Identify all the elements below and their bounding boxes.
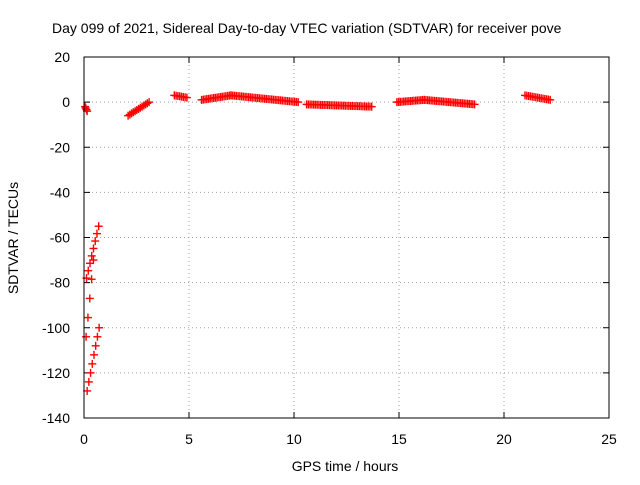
data-point bbox=[294, 98, 303, 107]
y-tick-label: 20 bbox=[54, 49, 70, 65]
data-point bbox=[87, 251, 96, 260]
data-point bbox=[145, 98, 154, 107]
y-tick-label: -40 bbox=[50, 184, 70, 200]
data-point bbox=[143, 99, 152, 108]
plot-frame bbox=[83, 56, 610, 419]
data-point bbox=[84, 377, 93, 386]
data-point bbox=[87, 275, 96, 284]
data-point bbox=[85, 294, 94, 303]
y-tick-label: -100 bbox=[42, 320, 70, 336]
data-point bbox=[95, 323, 104, 332]
y-tick-label: 0 bbox=[62, 94, 70, 110]
data-point bbox=[88, 359, 97, 368]
x-tick-label: 20 bbox=[496, 431, 512, 447]
data-point bbox=[86, 368, 95, 377]
data-point bbox=[84, 266, 93, 275]
data-point bbox=[91, 237, 100, 246]
chart-title: Day 099 of 2021, Sidereal Day-to-day VTE… bbox=[52, 20, 562, 36]
data-point bbox=[546, 95, 555, 104]
y-tick-label: -20 bbox=[50, 139, 70, 155]
x-axis-label: GPS time / hours bbox=[292, 458, 399, 474]
x-tick-label: 25 bbox=[601, 431, 617, 447]
grid-layer bbox=[84, 57, 609, 418]
data-point bbox=[89, 244, 98, 253]
x-tick-label: 0 bbox=[80, 431, 88, 447]
data-point bbox=[94, 222, 103, 231]
data-point bbox=[82, 332, 91, 341]
data-point bbox=[83, 313, 92, 322]
y-tick-label: -120 bbox=[42, 365, 70, 381]
x-tick-label: 5 bbox=[185, 431, 193, 447]
y-tick-label: -140 bbox=[42, 410, 70, 426]
data-point bbox=[89, 350, 98, 359]
data-point bbox=[182, 93, 191, 102]
tick-layer: -140 -120 -100 -80 -60 -40 -20 0 20 0 5 10 15 20 25 bbox=[42, 49, 617, 447]
data-point bbox=[470, 100, 479, 109]
y-axis-label: SDTVAR / TECUs bbox=[5, 182, 21, 294]
data-point bbox=[367, 102, 376, 111]
y-tick-label: -60 bbox=[50, 230, 70, 246]
data-point bbox=[89, 256, 98, 265]
x-tick-label: 15 bbox=[391, 431, 407, 447]
data-point bbox=[92, 229, 101, 238]
y-tick-label: -80 bbox=[50, 275, 70, 291]
data-point bbox=[93, 332, 102, 341]
x-tick-label: 10 bbox=[286, 431, 302, 447]
points-layer bbox=[81, 91, 555, 395]
data-point bbox=[91, 341, 100, 350]
